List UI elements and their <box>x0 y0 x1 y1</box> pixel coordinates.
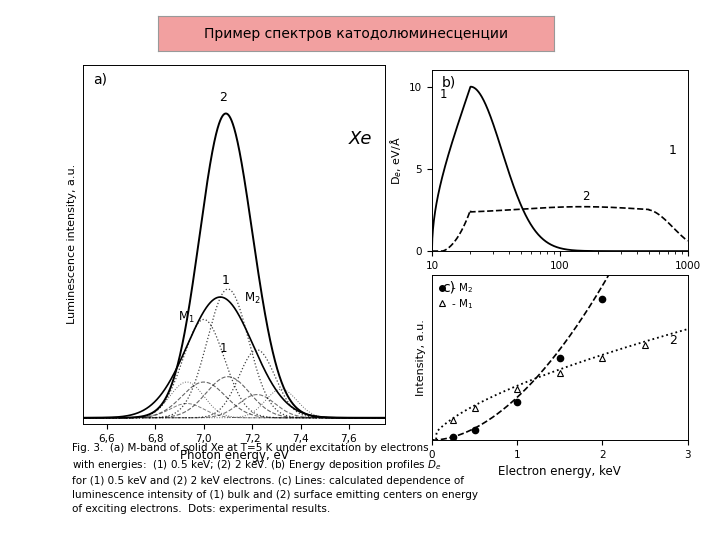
Text: M$_1$: M$_1$ <box>179 309 195 325</box>
X-axis label: Electron energy, keV: Electron energy, keV <box>498 465 621 478</box>
Text: 1: 1 <box>440 88 447 101</box>
Text: 2: 2 <box>669 334 677 347</box>
Text: b): b) <box>442 76 456 90</box>
Text: 2: 2 <box>582 190 590 203</box>
Text: a): a) <box>94 73 107 87</box>
Text: 1: 1 <box>669 144 677 157</box>
Text: c): c) <box>442 280 455 294</box>
Y-axis label: Luminescence intensity, a.u.: Luminescence intensity, a.u. <box>67 164 77 325</box>
Text: Xe: Xe <box>349 130 372 148</box>
Text: M$_2$: M$_2$ <box>243 291 261 306</box>
Text: 1: 1 <box>220 342 227 355</box>
Text: Пример спектров катодолюминесценции: Пример спектров катодолюминесценции <box>204 27 508 40</box>
X-axis label: Photon energy, eV: Photon energy, eV <box>179 449 289 462</box>
Text: Fig. 3.  (a) M-band of solid Xe at T=5 K under excitation by electrons
with ener: Fig. 3. (a) M-band of solid Xe at T=5 K … <box>72 443 478 514</box>
Text: 1: 1 <box>222 274 230 287</box>
Text: 2: 2 <box>219 91 227 104</box>
Y-axis label: Intensity, a.u.: Intensity, a.u. <box>416 319 426 396</box>
Y-axis label: D$_e$, eV/Å: D$_e$, eV/Å <box>388 136 404 185</box>
Legend: - M$_2$, - M$_1$: - M$_2$, - M$_1$ <box>437 281 474 312</box>
X-axis label: Depth, Å: Depth, Å <box>534 276 585 292</box>
